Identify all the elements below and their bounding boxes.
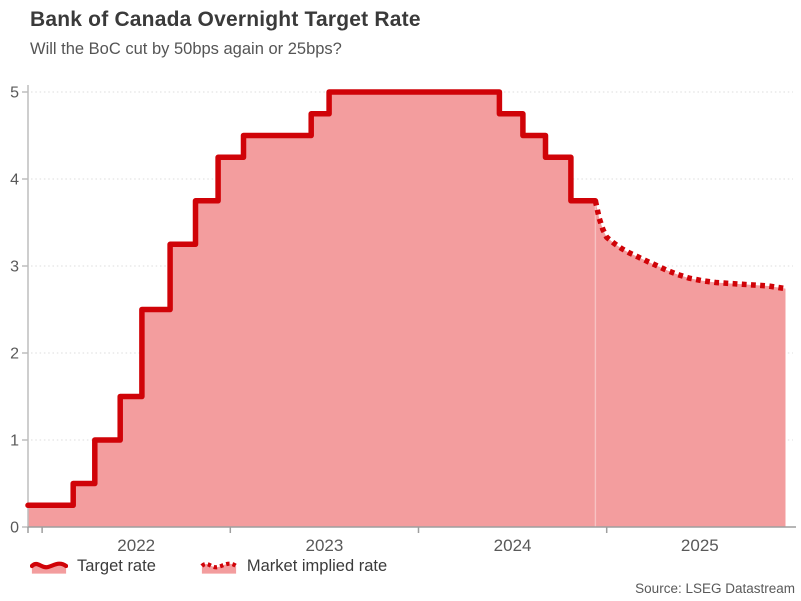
market-implied-area [595, 200, 786, 528]
x-tick-label-2024: 2024 [494, 536, 532, 555]
y-tick-label-5: 5 [10, 85, 19, 102]
target-rate-area [28, 92, 596, 527]
x-tick-label-2023: 2023 [305, 536, 343, 555]
source-credit: Source: LSEG Datastream [635, 581, 795, 596]
market-implied-swatch-fill [201, 563, 236, 574]
chart-subtitle: Will the BoC cut by 50bps again or 25bps… [30, 40, 342, 58]
legend-label-target-rate: Target rate [77, 556, 156, 575]
target-rate-line [25, 89, 599, 509]
y-tick-label-1: 1 [10, 433, 19, 450]
legend-item-target-rate: Target rate [30, 556, 156, 576]
legend-label-market-implied: Market implied rate [246, 556, 388, 575]
market-implied-line-icon [200, 561, 238, 574]
y-tick-label-0: 0 [10, 520, 19, 537]
target-rate-line-icon [30, 561, 68, 574]
y-tick-label-4: 4 [10, 172, 19, 189]
legend: Target rate Market implied rate [30, 556, 387, 576]
target-rate-swatch-stroke [30, 561, 68, 570]
x-tick-label-2022: 2022 [117, 536, 155, 555]
y-tick-label-2: 2 [10, 346, 19, 363]
legend-item-market-implied: Market implied rate [200, 556, 387, 576]
chart-title: Bank of Canada Overnight Target Rate [30, 8, 421, 31]
y-tick-label-3: 3 [10, 259, 19, 276]
market-implied-line [592, 200, 786, 292]
x-tick-label-2025: 2025 [681, 536, 719, 555]
